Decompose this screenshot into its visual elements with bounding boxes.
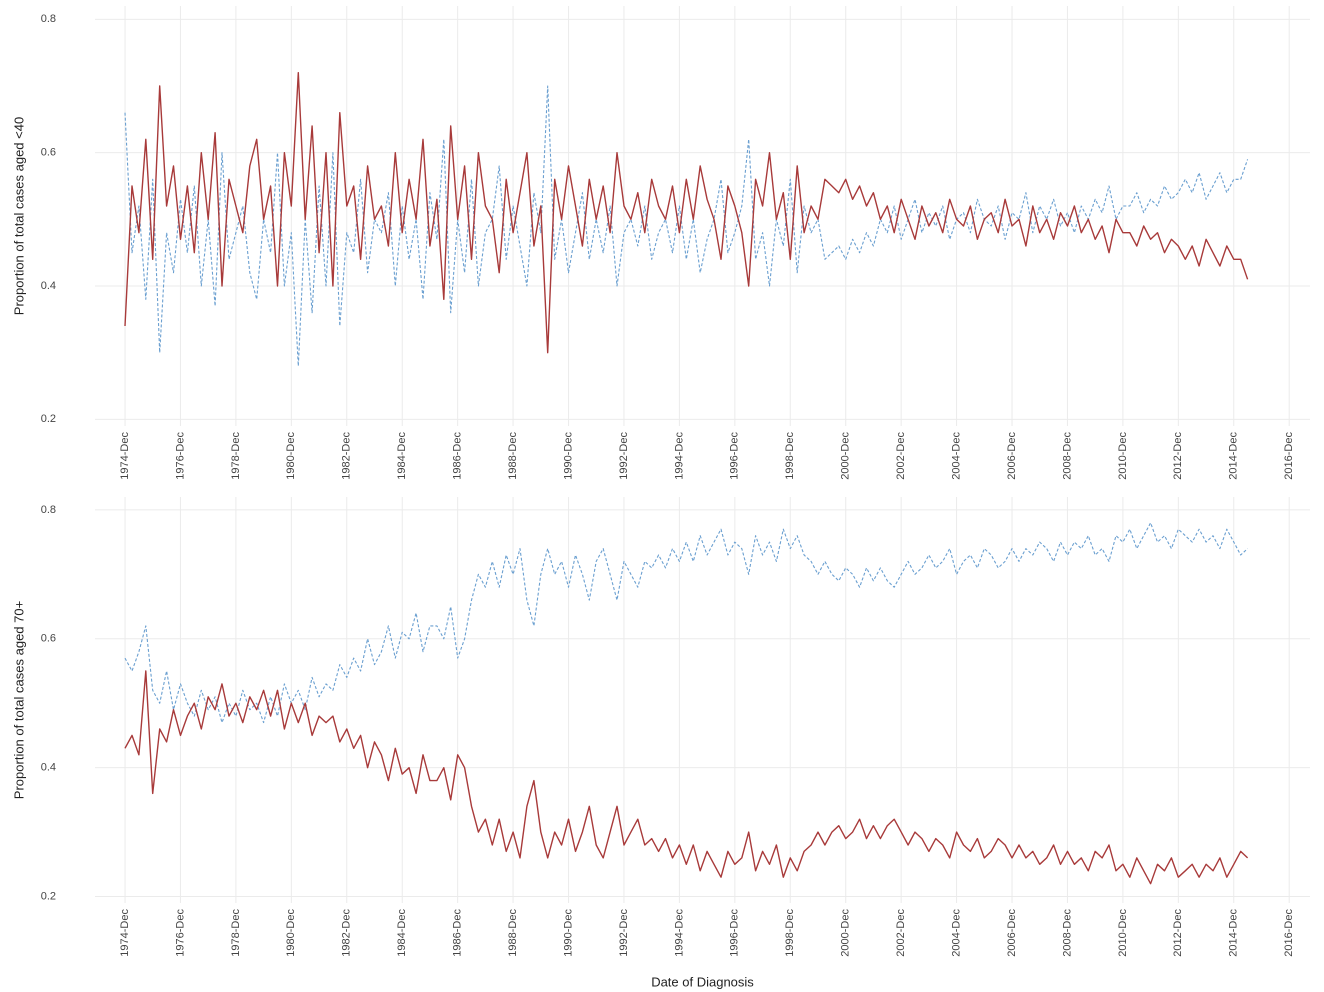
x-tick-label: 2000-Dec (840, 909, 852, 957)
x-tick-label: 1980-Dec (285, 432, 297, 480)
x-tick-label: 1992-Dec (618, 432, 630, 480)
y-axis-title: Proportion of total cases aged <40 (11, 117, 26, 315)
x-tick-label: 2014-Dec (1228, 432, 1240, 480)
x-tick-label: 1988-Dec (507, 909, 519, 957)
x-tick-label: 1976-Dec (174, 909, 186, 957)
x-tick-label: 2008-Dec (1061, 909, 1073, 957)
x-tick-label: 1996-Dec (729, 432, 741, 480)
x-tick-label: 1986-Dec (452, 909, 464, 957)
x-tick-label: 1974-Dec (119, 432, 131, 480)
series-line (124, 85, 1249, 367)
y-tick-label: 0.2 (41, 413, 56, 425)
x-tick-label: 2012-Dec (1172, 432, 1184, 480)
x-tick-label: 2002-Dec (895, 432, 907, 480)
x-tick-label: 1976-Dec (174, 432, 186, 480)
x-tick-label: 2016-Dec (1283, 909, 1295, 957)
x-tick-label: 2004-Dec (950, 909, 962, 957)
x-tick-label: 1986-Dec (452, 432, 464, 480)
x-tick-label: 1974-Dec (119, 909, 131, 957)
x-axis-title: Date of Diagnosis (651, 974, 754, 989)
x-tick-label: 2010-Dec (1117, 432, 1129, 480)
y-tick-label: 0.6 (41, 633, 56, 645)
x-tick-label: 2004-Dec (950, 432, 962, 480)
x-tick-label: 1990-Dec (562, 432, 574, 480)
y-tick-label: 0.4 (41, 280, 56, 292)
x-tick-label: 1982-Dec (341, 432, 353, 480)
x-tick-label: 2010-Dec (1117, 909, 1129, 957)
x-tick-label: 2006-Dec (1006, 432, 1018, 480)
x-tick-label: 1990-Dec (562, 909, 574, 957)
y-tick-label: 0.8 (41, 13, 56, 25)
y-tick-label: 0.2 (41, 890, 56, 902)
x-tick-label: 2016-Dec (1283, 432, 1295, 480)
y-tick-label: 0.8 (41, 504, 56, 516)
x-tick-label: 1994-Dec (673, 909, 685, 957)
y-tick-label: 0.6 (41, 147, 56, 159)
x-tick-label: 1978-Dec (230, 432, 242, 480)
x-tick-label: 2002-Dec (895, 909, 907, 957)
x-tick-label: 2006-Dec (1006, 909, 1018, 957)
x-tick-label: 1978-Dec (230, 909, 242, 957)
x-tick-label: 1994-Dec (673, 432, 685, 480)
series-line (124, 522, 1248, 724)
y-tick-label: 0.4 (41, 762, 56, 774)
x-tick-label: 1982-Dec (341, 909, 353, 957)
x-tick-label: 1980-Dec (285, 909, 297, 957)
x-tick-label: 1984-Dec (396, 909, 408, 957)
x-tick-label: 2012-Dec (1172, 909, 1184, 957)
series-line (124, 72, 1249, 354)
x-tick-label: 1984-Dec (396, 432, 408, 480)
x-tick-label: 2014-Dec (1228, 909, 1240, 957)
y-axis-title: Proportion of total cases aged 70+ (11, 601, 26, 799)
x-tick-label: 1998-Dec (784, 432, 796, 480)
x-tick-label: 2000-Dec (840, 432, 852, 480)
x-tick-label: 2008-Dec (1061, 432, 1073, 480)
x-tick-label: 1988-Dec (507, 432, 519, 480)
x-tick-label: 1998-Dec (784, 909, 796, 957)
x-tick-label: 1992-Dec (618, 909, 630, 957)
x-tick-label: 1996-Dec (729, 909, 741, 957)
series-line (124, 670, 1249, 885)
